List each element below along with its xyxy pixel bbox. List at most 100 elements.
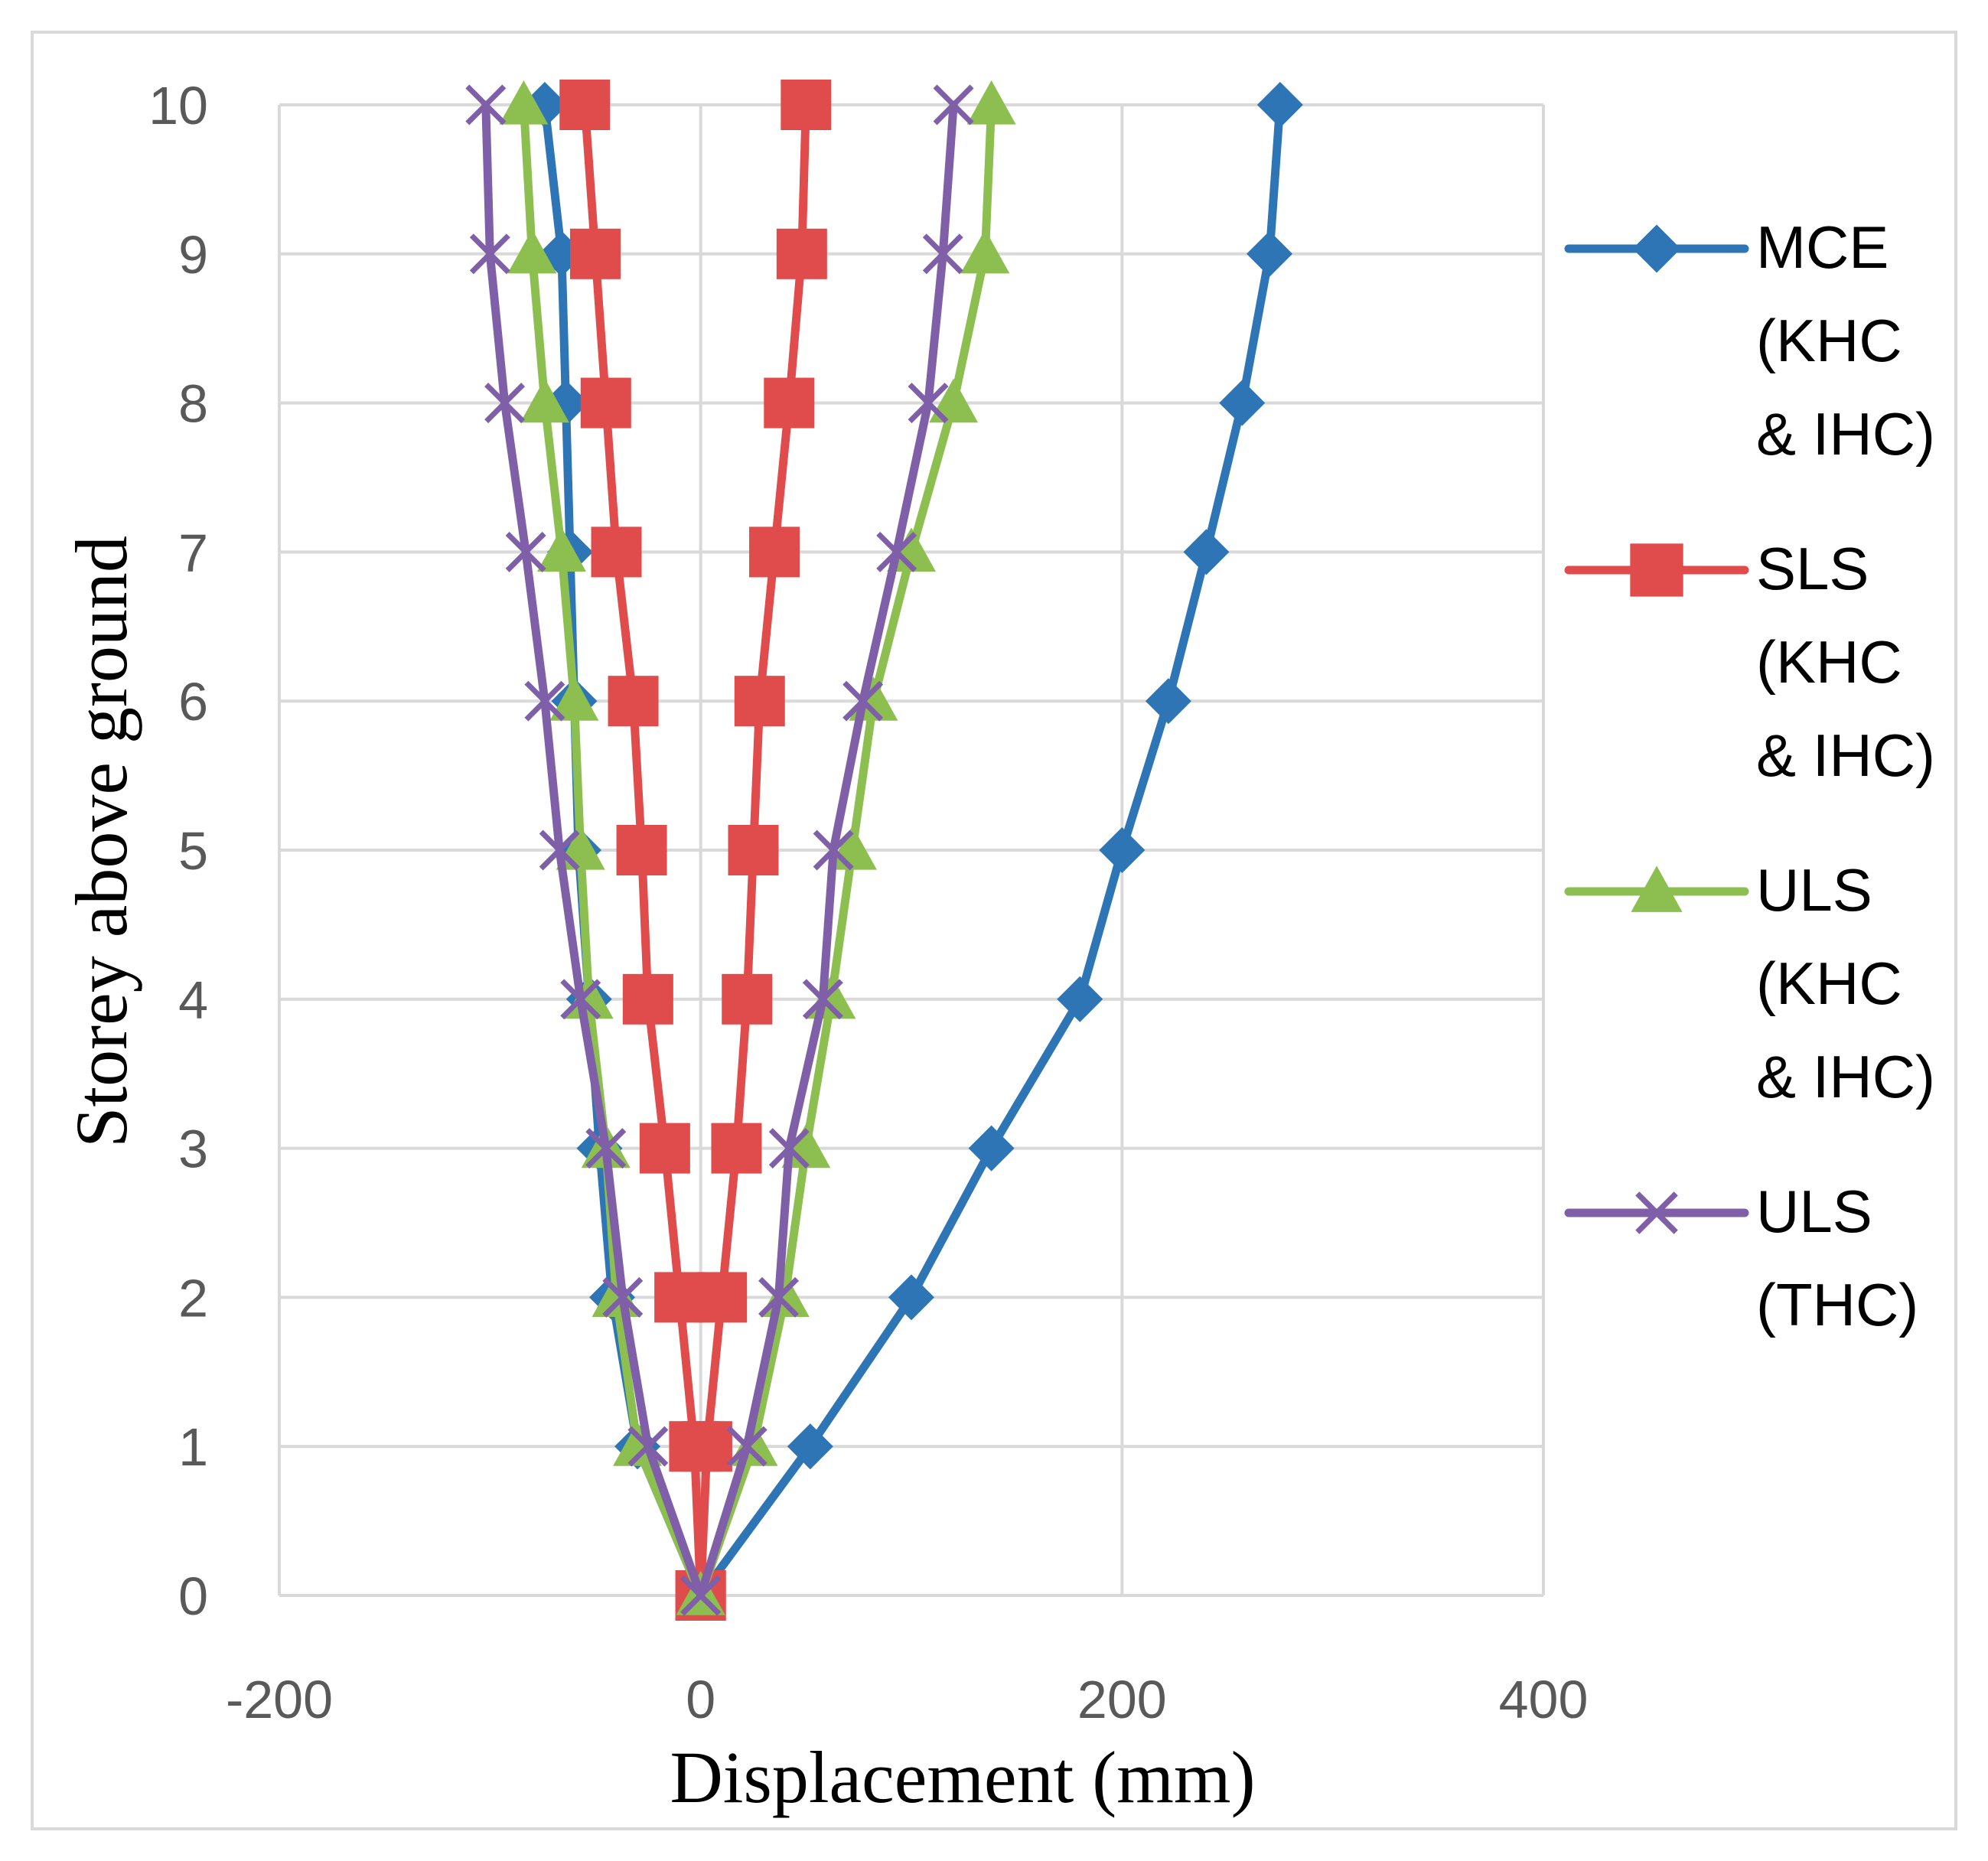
legend-label-line: ULS <box>1756 1178 1872 1245</box>
y-tick-label: 1 <box>178 1417 208 1477</box>
data-point-x-marker <box>726 1426 767 1467</box>
x-marker-stroke <box>602 1276 644 1318</box>
y-tick-label: 8 <box>178 374 208 434</box>
data-point-x-marker <box>627 1426 669 1467</box>
x-marker-stroke <box>908 383 949 424</box>
tick-labels: 0 1 2 3 4 5 6 7 8 9 10 -200 0 200 400 <box>148 76 1588 1729</box>
legend-label-line: & IHC) <box>1756 400 1935 468</box>
x-tick-label: 400 <box>1499 1670 1589 1729</box>
y-tick-label: 9 <box>178 225 208 285</box>
y-tick-label: 2 <box>178 1268 208 1328</box>
data-point-x-marker <box>539 829 580 871</box>
data-point-x-marker <box>758 1276 800 1318</box>
data-point-diamond-marker <box>1247 230 1293 277</box>
data-point-diamond-marker <box>787 1423 833 1470</box>
legend-label-line: SLS <box>1756 535 1869 602</box>
data-point-x-marker <box>469 233 510 275</box>
legend-label-line: & IHC) <box>1756 1043 1935 1110</box>
legend-item-4: ULS (THC) <box>1564 1178 1918 1338</box>
data-point-x-marker <box>876 531 917 572</box>
y-tick-label: 10 <box>148 76 208 135</box>
data-point-square-marker <box>669 1421 720 1472</box>
data-point-square-marker <box>622 973 673 1025</box>
x-marker-stroke <box>813 829 854 871</box>
data-point-triangle-marker <box>807 974 856 1019</box>
data-point-diamond-marker <box>1256 82 1303 128</box>
legend-label-line: ULS <box>1756 856 1872 924</box>
x-marker-stroke <box>524 680 565 722</box>
x-marker-stroke <box>758 1276 800 1318</box>
data-point-triangle-marker <box>887 527 936 572</box>
y-tick-label: 5 <box>178 821 208 881</box>
data-point-x-marker <box>484 383 526 424</box>
data-point-square-marker <box>696 1272 748 1323</box>
legend-swatch-square-marker <box>1630 543 1683 597</box>
data-point-x-marker <box>842 680 884 722</box>
x-marker-stroke <box>876 531 917 572</box>
x-marker-stroke <box>768 1128 810 1169</box>
legend-label-line: (KHC <box>1756 950 1902 1017</box>
x-marker-stroke <box>842 680 884 722</box>
x-marker-stroke <box>505 531 546 572</box>
data-point-square-marker <box>591 526 642 578</box>
legend-swatch-diamond-marker <box>1632 224 1681 273</box>
x-tick-label: 0 <box>686 1670 715 1729</box>
data-point-x-marker <box>922 233 963 275</box>
x-tick-label: 200 <box>1077 1670 1167 1729</box>
x-marker-stroke <box>680 1575 722 1616</box>
x-marker-stroke <box>484 383 526 424</box>
y-tick-label: 0 <box>178 1566 208 1626</box>
x-marker-stroke <box>802 979 843 1020</box>
data-point-square-marker <box>711 1123 762 1174</box>
data-point-triangle-marker <box>781 1123 831 1168</box>
data-point-square-marker <box>749 526 800 578</box>
series-4 <box>465 84 974 1616</box>
legend-swatch-triangle-marker <box>1631 865 1683 912</box>
x-marker-stroke <box>465 84 507 125</box>
data-point-x-marker <box>524 680 565 722</box>
data-point-square-marker <box>559 80 611 130</box>
legend-item-1: MCE (KHC & IHC) <box>1564 213 1935 468</box>
data-point-triangle-marker <box>520 378 569 423</box>
data-point-square-marker <box>728 825 779 875</box>
data-point-square-marker <box>722 973 773 1025</box>
data-point-triangle-marker <box>564 974 614 1019</box>
x-marker-stroke <box>560 979 601 1020</box>
data-point-triangle-marker <box>536 527 586 572</box>
data-point-square-marker <box>776 228 827 279</box>
data-point-x-marker <box>505 531 546 572</box>
x-tick-label: -200 <box>226 1670 333 1729</box>
series-layer <box>465 80 1303 1621</box>
legend-swatch-x-marker <box>1635 1191 1678 1234</box>
data-point-triangle-marker <box>507 229 557 274</box>
data-point-x-marker <box>933 84 974 125</box>
data-point-x-marker <box>768 1128 810 1169</box>
y-tick-label: 7 <box>178 523 208 582</box>
legend-label-line: MCE <box>1756 213 1889 281</box>
data-point-diamond-marker <box>1057 976 1103 1022</box>
legend-label-line: (THC) <box>1756 1271 1918 1338</box>
data-point-x-marker <box>813 829 854 871</box>
data-point-square-marker <box>654 1272 706 1323</box>
data-point-x-marker <box>802 979 843 1020</box>
y-axis-title: Storey above ground <box>60 536 142 1148</box>
data-point-triangle-marker <box>929 378 979 423</box>
data-point-diamond-marker <box>968 1125 1015 1172</box>
grid <box>278 103 1545 1597</box>
data-point-x-marker <box>908 383 949 424</box>
x-marker-stroke <box>539 829 580 871</box>
x-marker-stroke <box>726 1426 767 1467</box>
data-point-x-marker <box>560 979 601 1020</box>
data-point-square-marker <box>616 825 667 875</box>
legend-label-line: (KHC <box>1756 307 1902 374</box>
data-point-x-marker <box>585 1128 627 1169</box>
x-marker-stroke <box>469 233 510 275</box>
x-marker-stroke <box>1635 1191 1678 1234</box>
data-point-x-marker <box>602 1276 644 1318</box>
legend-label-line: & IHC) <box>1756 722 1935 789</box>
x-marker-stroke <box>933 84 974 125</box>
data-point-diamond-marker <box>1099 827 1146 873</box>
data-point-square-marker <box>639 1123 690 1174</box>
data-point-square-marker <box>781 80 832 130</box>
